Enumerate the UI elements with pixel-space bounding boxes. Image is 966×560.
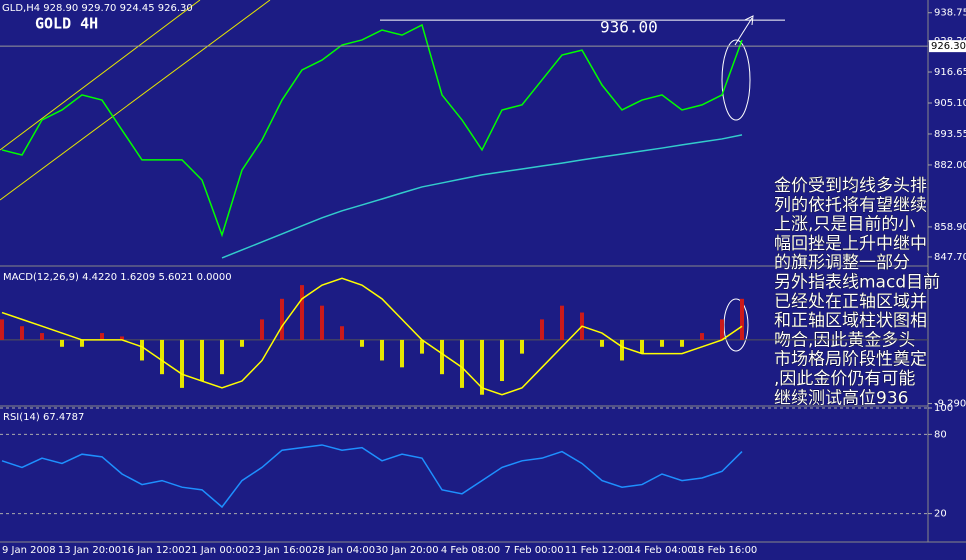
- annotation-line: 已经处在正轴区域并: [774, 292, 927, 312]
- histogram-bar: [220, 339, 224, 375]
- histogram-bar: [400, 339, 404, 368]
- annotation-line: ,因此金价仍有可能: [774, 369, 915, 389]
- x-tick-label: 18 Feb 16:00: [692, 545, 758, 556]
- x-tick-label: 11 Feb 12:00: [565, 545, 631, 556]
- y-tick-label: 938.75: [934, 8, 966, 19]
- annotation-line: 金价受到均线多头排: [774, 176, 927, 196]
- histogram-bar: [640, 339, 644, 354]
- annotation-line: 幅回挫是上升中继中: [774, 234, 927, 254]
- histogram-bar: [660, 339, 664, 347]
- histogram-bar: [500, 339, 504, 382]
- x-tick-label: 16 Jan 12:00: [121, 545, 184, 556]
- channel-line: [0, 0, 201, 151]
- histogram-bar: [420, 339, 424, 354]
- histogram-bar: [680, 339, 684, 347]
- x-tick-label: 14 Feb 04:00: [628, 545, 694, 556]
- histogram-bar: [160, 339, 164, 375]
- y-tick-label: -9.2906: [934, 399, 966, 410]
- y-tick-label: 20: [934, 509, 947, 520]
- arrow-head: [744, 15, 754, 26]
- histogram-bar: [180, 339, 184, 388]
- histogram-bar: [540, 319, 544, 340]
- x-tick-label: 13 Jan 20:00: [58, 545, 121, 556]
- histogram-bar: [720, 319, 724, 340]
- y-tick-label: 100: [934, 403, 953, 414]
- histogram-bar: [60, 339, 64, 347]
- histogram-bar: [20, 326, 24, 340]
- x-tick-label: 7 Feb 00:00: [504, 545, 563, 556]
- panel-title: RSI(14) 67.4787: [3, 412, 84, 423]
- histogram-bar: [140, 339, 144, 361]
- histogram-bar: [440, 339, 444, 375]
- histogram-bar: [740, 298, 744, 340]
- header: GLD,H4 928.90 929.70 924.45 926.30: [2, 3, 193, 14]
- series-line: [221, 134, 743, 259]
- series-line: [1, 23, 743, 238]
- annotation-line: 列的依托将有望继续: [774, 195, 927, 215]
- histogram-bar: [240, 339, 244, 347]
- y-tick-label: 80: [934, 429, 947, 440]
- series-line: [1, 277, 743, 396]
- y-tick-label: 882.00: [934, 160, 966, 171]
- annotation-line: 的旗形调整一部分: [774, 253, 910, 273]
- last-price-label: 926.30: [931, 41, 966, 52]
- y-tick-label: 893.55: [934, 129, 966, 140]
- histogram-bar: [560, 305, 564, 340]
- histogram-bar: [80, 339, 84, 347]
- annotation-line: 上涨,只是目前的小: [774, 215, 915, 235]
- arrow: [734, 17, 753, 46]
- histogram-bar: [360, 339, 364, 347]
- x-tick-label: 21 Jan 00:00: [185, 545, 248, 556]
- histogram-bar: [520, 339, 524, 354]
- y-tick-label: 905.10: [934, 98, 966, 109]
- channel-line: [0, 0, 271, 201]
- x-tick-label: 4 Feb 08:00: [441, 545, 500, 556]
- y-tick-label: 847.70: [934, 252, 966, 263]
- x-tick-label: 9 Jan 2008: [2, 545, 56, 556]
- histogram-bar: [460, 339, 464, 388]
- last-price-box: [929, 40, 966, 53]
- annotation-line: 另外指表线macd目前: [774, 273, 940, 293]
- highlight-ellipse: [721, 39, 751, 121]
- resistance-label: 936.00: [600, 18, 658, 37]
- histogram-bar: [280, 298, 284, 340]
- annotation-line: 市场格局阶段性奠定: [774, 350, 927, 370]
- histogram-bar: [340, 326, 344, 340]
- histogram-bar: [40, 333, 44, 340]
- panel-title: MACD(12,26,9) 4.4220 1.6209 5.6021 0.000…: [3, 272, 232, 283]
- histogram-bar: [620, 339, 624, 361]
- annotation-line: 和正轴区域柱状图相: [774, 311, 927, 331]
- histogram-bar: [100, 333, 104, 340]
- histogram-bar: [320, 305, 324, 340]
- histogram-bar: [200, 339, 204, 382]
- histogram-bar: [380, 339, 384, 361]
- x-tick-label: 30 Jan 20:00: [375, 545, 438, 556]
- x-tick-label: 23 Jan 16:00: [248, 545, 311, 556]
- histogram-bar: [120, 336, 124, 340]
- y-tick-label: 858.90: [934, 222, 966, 233]
- histogram-bar: [0, 319, 4, 340]
- x-tick-label: 28 Jan 04:00: [312, 545, 375, 556]
- annotation-line: 继续测试高位936: [774, 388, 908, 408]
- histogram-bar: [480, 339, 484, 395]
- histogram-bar: [300, 285, 304, 340]
- histogram-bar: [600, 339, 604, 347]
- y-tick-label: 916.65: [934, 67, 966, 78]
- series-line: [1, 444, 743, 509]
- histogram-bar: [700, 333, 704, 340]
- chart-title: GOLD 4H: [35, 15, 98, 33]
- histogram-bar: [260, 319, 264, 340]
